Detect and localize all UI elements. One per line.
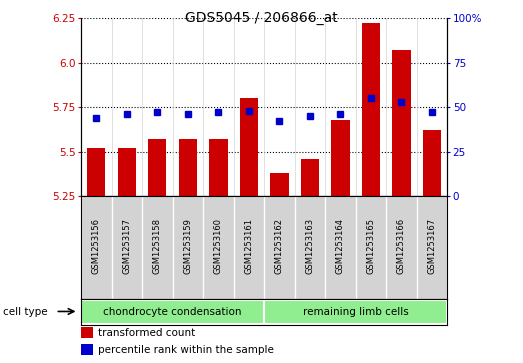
Text: percentile rank within the sample: percentile rank within the sample	[98, 344, 274, 355]
Text: GSM1253156: GSM1253156	[92, 218, 101, 274]
Bar	[423, 130, 441, 196]
Text: cell type: cell type	[3, 307, 47, 317]
Text: GSM1253163: GSM1253163	[305, 217, 314, 274]
Text: GSM1253160: GSM1253160	[214, 218, 223, 274]
Bar	[240, 98, 258, 196]
Text: GSM1253161: GSM1253161	[244, 218, 253, 274]
Text: GDS5045 / 206866_at: GDS5045 / 206866_at	[185, 11, 338, 25]
Text: chondrocyte condensation: chondrocyte condensation	[104, 307, 242, 317]
Text: GSM1253157: GSM1253157	[122, 218, 131, 274]
Bar	[331, 119, 349, 196]
Bar	[264, 300, 447, 325]
Bar	[362, 24, 380, 196]
Text: GSM1253159: GSM1253159	[184, 218, 192, 274]
Text: GSM1253165: GSM1253165	[367, 218, 376, 274]
Bar	[209, 139, 228, 196]
Bar	[81, 300, 264, 325]
Text: remaining limb cells: remaining limb cells	[303, 307, 408, 317]
Bar	[87, 148, 106, 196]
Bar	[270, 173, 289, 196]
Bar	[392, 50, 411, 196]
Text: transformed count: transformed count	[98, 328, 195, 338]
Bar	[148, 139, 166, 196]
Text: GSM1253164: GSM1253164	[336, 218, 345, 274]
Text: GSM1253167: GSM1253167	[427, 217, 436, 274]
Bar	[301, 159, 319, 196]
Text: GSM1253158: GSM1253158	[153, 218, 162, 274]
Bar	[118, 148, 136, 196]
Text: GSM1253162: GSM1253162	[275, 218, 284, 274]
Text: GSM1253166: GSM1253166	[397, 217, 406, 274]
Bar	[179, 139, 197, 196]
